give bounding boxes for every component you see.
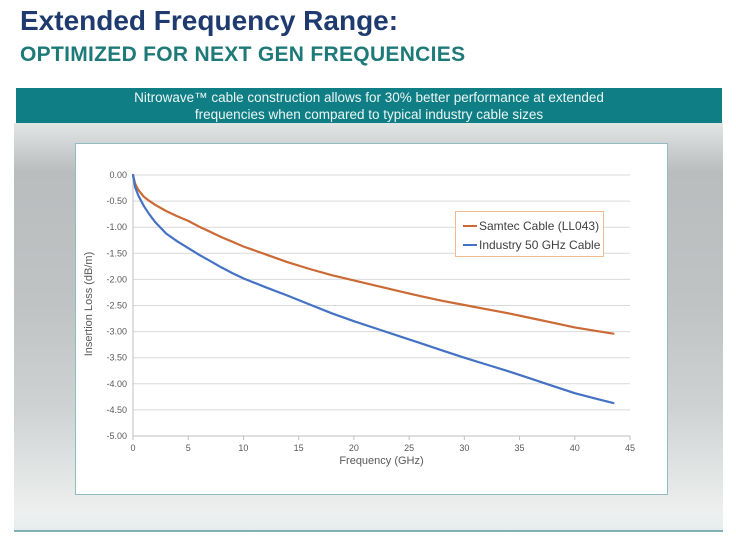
callout-banner: Nitrowave™ cable construction allows for…	[16, 88, 722, 123]
x-axis-title: Frequency (GHz)	[339, 455, 424, 467]
y-axis-title: Insertion Loss (dB/m)	[83, 251, 95, 357]
svg-text:-1.50: -1.50	[106, 248, 127, 258]
series-samtec	[131, 173, 615, 335]
insertion-loss-chart: 0 5 10 15 20 25 30 35 40 45 0.00 -0.50 -1.00 -1.50 -2.…	[106, 170, 635, 453]
svg-text:-4.00: -4.00	[106, 379, 127, 389]
svg-text:25: 25	[404, 443, 414, 453]
svg-text:45: 45	[625, 443, 635, 453]
svg-text:15: 15	[294, 443, 304, 453]
chart-backdrop-panel: 0 5 10 15 20 25 30 35 40 45 0.00 -0.50 -1.00 -1.50 -2.…	[14, 123, 723, 532]
svg-text:35: 35	[515, 443, 525, 453]
svg-text:5: 5	[186, 443, 191, 453]
svg-text:10: 10	[238, 443, 248, 453]
svg-text:20: 20	[349, 443, 359, 453]
svg-text:-2.50: -2.50	[106, 301, 127, 311]
page-subtitle: OPTIMIZED FOR NEXT GEN FREQUENCIES	[20, 43, 466, 66]
svg-text:-2.00: -2.00	[106, 274, 127, 284]
svg-text:-5.00: -5.00	[106, 431, 127, 441]
svg-text:0: 0	[130, 443, 135, 453]
legend-item-industry: Industry 50 GHz Cable	[463, 235, 603, 254]
svg-text:-3.00: -3.00	[106, 327, 127, 337]
legend-label-industry: Industry 50 GHz Cable	[479, 237, 601, 252]
svg-text:-1.00: -1.00	[106, 222, 127, 232]
page-title: Extended Frequency Range:	[20, 5, 399, 36]
chart-panel: 0 5 10 15 20 25 30 35 40 45 0.00 -0.50 -1.00 -1.50 -2.…	[75, 143, 668, 495]
banner-line-2: frequencies when compared to typical ind…	[194, 106, 544, 122]
banner-text: Nitrowave™ cable construction allows for…	[134, 89, 604, 123]
legend-item-samtec: Samtec Cable (LL043)	[463, 216, 603, 235]
svg-text:0.00: 0.00	[109, 170, 127, 180]
x-axis-ticks: 0 5 10 15 20 25 30 35 40 45	[130, 436, 635, 453]
series-industry	[131, 173, 615, 405]
chart-legend: Samtec Cable (LL043) Industry 50 GHz Cab…	[455, 211, 604, 257]
svg-text:-4.50: -4.50	[106, 405, 127, 415]
svg-text:-3.50: -3.50	[106, 353, 127, 363]
svg-text:-0.50: -0.50	[106, 196, 127, 206]
y-axis-tick-labels: 0.00 -0.50 -1.00 -1.50 -2.00 -2.50 -3.00 -3.50 -…	[106, 170, 127, 441]
svg-text:40: 40	[570, 443, 580, 453]
industry-line-swatch	[463, 243, 477, 246]
svg-text:30: 30	[459, 443, 469, 453]
banner-line-1: Nitrowave™ cable construction allows for…	[134, 89, 604, 105]
samtec-line-swatch	[463, 224, 477, 227]
legend-label-samtec: Samtec Cable (LL043)	[479, 218, 600, 233]
